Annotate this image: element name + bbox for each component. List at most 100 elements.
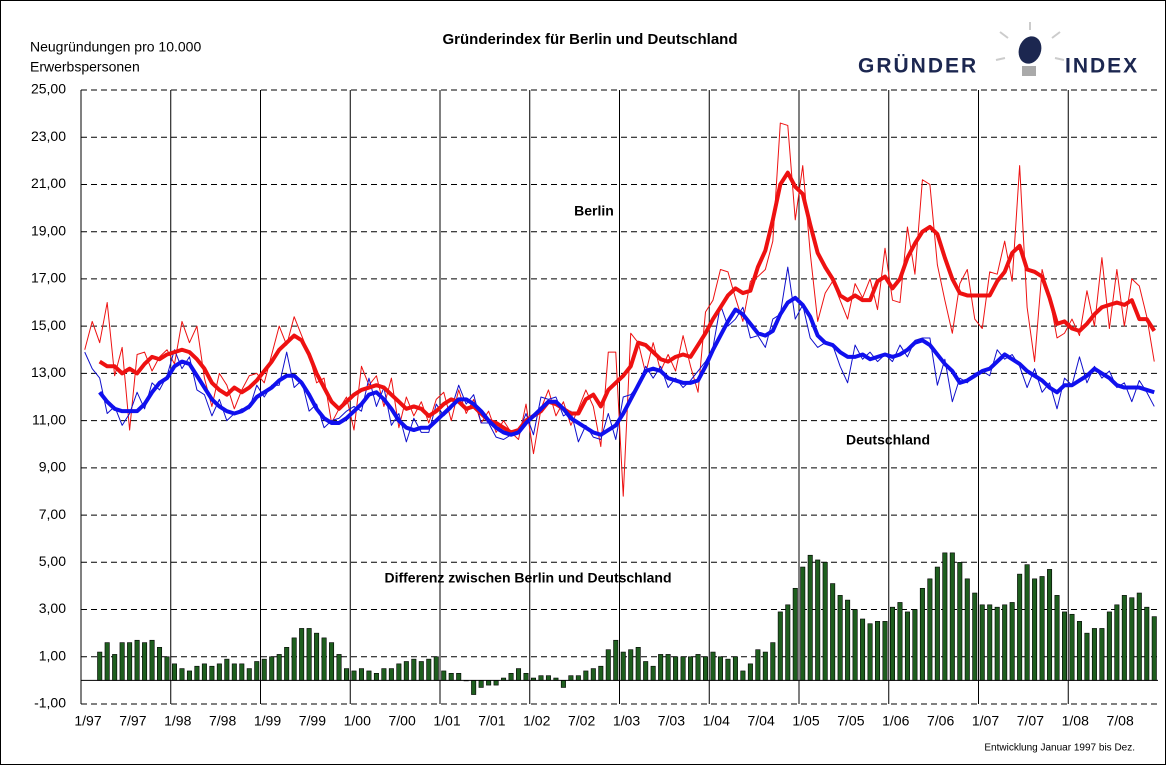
logo-bulb (1018, 36, 1042, 64)
x-tick-label: 1/01 (433, 713, 460, 729)
bar (254, 661, 260, 681)
annotation: Berlin (574, 203, 614, 219)
bar (680, 656, 686, 681)
bar (396, 663, 402, 681)
bar (927, 578, 933, 681)
bar (478, 680, 484, 688)
bar (1054, 595, 1060, 681)
bar (882, 621, 888, 681)
bar (456, 672, 462, 681)
logo-text: GRÜNDER (858, 55, 978, 78)
bar (830, 583, 836, 681)
series-line (84, 122, 1155, 497)
bar (545, 675, 551, 681)
bar (516, 668, 522, 681)
x-tick-label: 1/98 (164, 713, 191, 729)
bar (785, 604, 791, 681)
series-line (98, 295, 1155, 437)
bar (321, 637, 327, 681)
bar (800, 566, 806, 681)
x-tick-label: 7/04 (748, 713, 775, 729)
y-tick-label: 23,00 (31, 128, 66, 144)
bar (1039, 576, 1045, 681)
bar (471, 680, 477, 695)
bar (845, 599, 851, 681)
bar (261, 658, 267, 681)
bar (875, 621, 881, 681)
bar (388, 668, 394, 681)
bar (740, 670, 746, 681)
bar (747, 663, 753, 681)
bar (568, 675, 574, 681)
bar (755, 649, 761, 681)
y-tick-label: 3,00 (39, 600, 66, 616)
bar (1062, 611, 1068, 681)
bar (306, 628, 312, 681)
bar (1002, 604, 1008, 681)
bar (807, 554, 813, 681)
bar (934, 566, 940, 681)
x-tick-label: 7/98 (209, 713, 236, 729)
bar (418, 661, 424, 681)
x-tick-label: 1/97 (74, 713, 101, 729)
bar (605, 649, 611, 681)
y-tick-label: 25,00 (31, 81, 66, 97)
bar (1121, 595, 1127, 681)
footnote: Entwicklung Januar 1997 bis Dez. (984, 743, 1135, 754)
y-tick-label: 21,00 (31, 175, 66, 191)
bar (194, 665, 200, 681)
bar (1084, 632, 1090, 681)
logo-bulb-base (1022, 66, 1036, 76)
x-tick-label: 7/05 (837, 713, 864, 729)
bar (673, 656, 679, 681)
bar (822, 562, 828, 681)
bar (732, 656, 738, 681)
annotation: Deutschland (846, 432, 930, 448)
bar (904, 611, 910, 681)
bar (650, 665, 656, 681)
bar (725, 658, 731, 681)
bar (142, 642, 148, 681)
bar (231, 663, 237, 681)
bar (284, 647, 290, 681)
y-axis-label: Neugründungen pro 10.000 (30, 39, 201, 55)
bar (486, 680, 492, 686)
y-tick-label: 1,00 (39, 647, 66, 663)
x-tick-label: 1/99 (254, 713, 281, 729)
x-tick-label: 1/02 (523, 713, 550, 729)
y-tick-label: 7,00 (39, 506, 66, 522)
bar (441, 670, 447, 681)
bar (366, 670, 372, 681)
bar (1032, 578, 1038, 681)
bar (1106, 611, 1112, 681)
bar (119, 642, 125, 681)
bar (979, 604, 985, 681)
bar (1129, 597, 1135, 681)
bar (688, 656, 694, 681)
logo: GRÜNDER INDEX (858, 22, 1137, 78)
x-tick-label: 7/02 (568, 713, 595, 729)
x-tick-label: 1/03 (613, 713, 640, 729)
bar (665, 654, 671, 681)
y-axis-label: Erwerbspersonen (30, 59, 140, 75)
bar (329, 642, 335, 681)
bar (1017, 573, 1023, 681)
bar (112, 654, 118, 681)
bar (770, 642, 776, 681)
bar (291, 637, 297, 681)
bar (157, 647, 163, 681)
bar (493, 680, 499, 686)
y-tick-label: 17,00 (31, 270, 66, 286)
bar (209, 665, 215, 681)
bar (448, 672, 454, 681)
bar (523, 672, 529, 681)
x-tick-label: 1/08 (1062, 713, 1089, 729)
y-tick-label: 9,00 (39, 459, 66, 475)
bar (949, 552, 955, 681)
bar (1091, 628, 1097, 681)
bar (957, 562, 963, 681)
bar (149, 639, 155, 681)
bar (710, 651, 716, 681)
x-tick-label: 7/08 (1107, 713, 1134, 729)
